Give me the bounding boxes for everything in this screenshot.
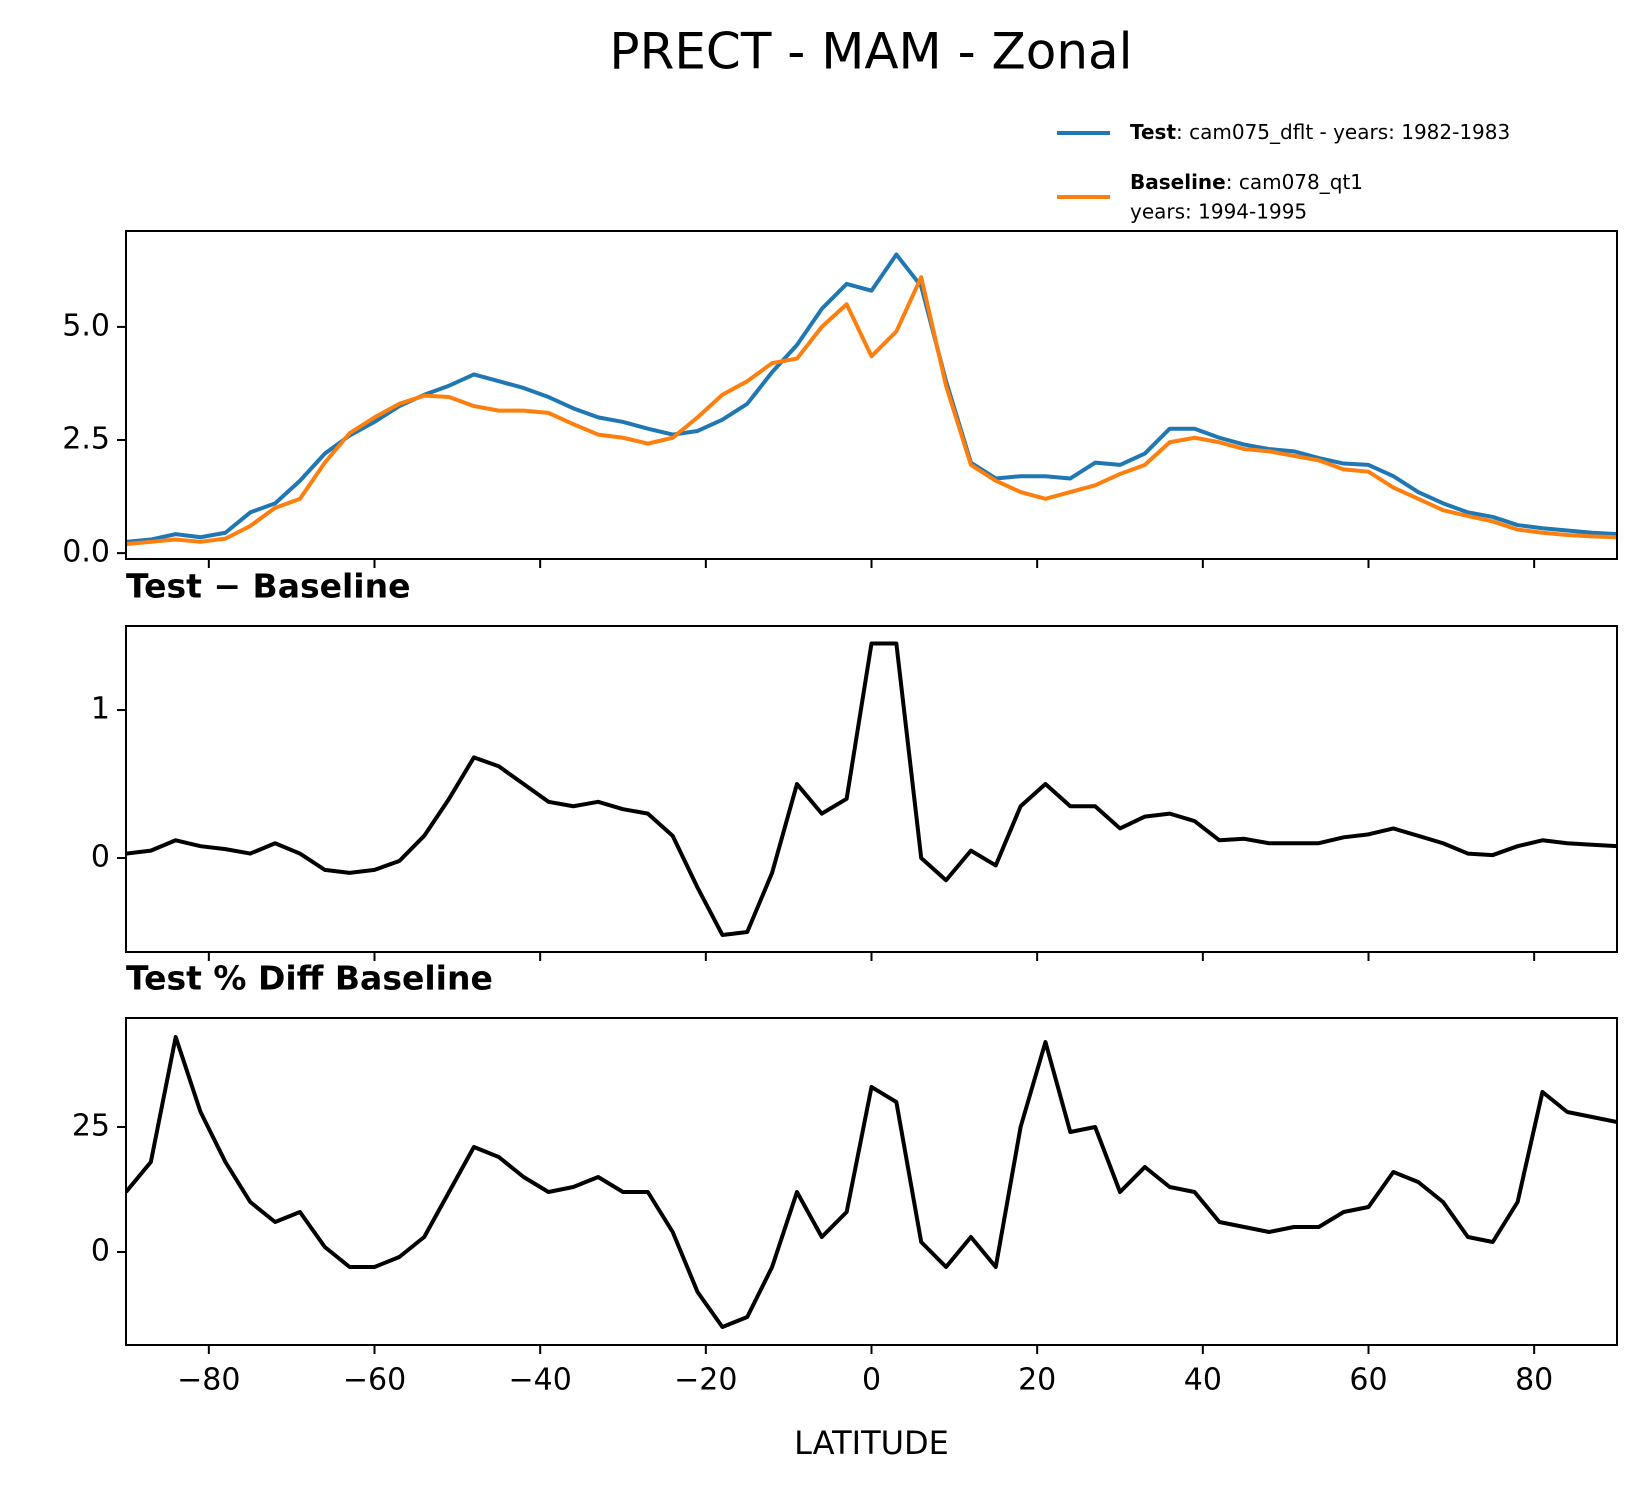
x-tick-label: −60 — [343, 1363, 406, 1398]
y-tick-label: 0 — [91, 1234, 110, 1269]
y-tick-label: 0.0 — [62, 535, 110, 570]
legend-label: Test: cam075_dflt - years: 1982-1983 — [1130, 120, 1510, 144]
legend-name: Test — [1130, 120, 1176, 144]
plot-frame — [125, 625, 1618, 953]
legend-detail: : cam078_qt1 — [1226, 170, 1363, 194]
x-axis-label: LATITUDE — [794, 1424, 949, 1462]
data-line — [126, 275, 1617, 547]
x-tick-label: 60 — [1349, 1363, 1387, 1398]
legend-detail: : cam075_dflt - years: 1982-1983 — [1176, 120, 1510, 144]
legend-detail: years: 1994-1995 — [1130, 200, 1307, 224]
x-tick-label: 40 — [1184, 1363, 1222, 1398]
x-tick-label: 80 — [1515, 1363, 1553, 1398]
y-tick-label: 1 — [91, 692, 110, 727]
x-tick-label: −80 — [177, 1363, 240, 1398]
data-line — [126, 252, 1617, 544]
data-line — [126, 1035, 1617, 1329]
plot-frame — [125, 1017, 1618, 1346]
data-line — [126, 641, 1617, 937]
y-tick-label: 2.5 — [62, 422, 110, 457]
plot-area — [126, 252, 1617, 547]
legend-label: Baseline: cam078_qt1 — [1130, 170, 1363, 194]
y-tick-label: 5.0 — [62, 308, 110, 343]
plot-area — [126, 641, 1617, 937]
plot-frame — [125, 230, 1618, 560]
subplot-title: Test − Baseline — [126, 567, 411, 606]
figure-title: PRECT - MAM - Zonal — [609, 23, 1132, 81]
x-tick-label: 20 — [1018, 1363, 1056, 1398]
x-tick-label: −40 — [509, 1363, 572, 1398]
x-tick-label: 0 — [862, 1363, 881, 1398]
plot-area — [126, 1035, 1617, 1329]
x-tick-label: −20 — [674, 1363, 737, 1398]
legend-name: Baseline — [1130, 170, 1226, 194]
subplot-title: Test % Diff Baseline — [126, 959, 493, 998]
y-tick-label: 0 — [91, 840, 110, 875]
y-tick-label: 25 — [72, 1109, 110, 1144]
